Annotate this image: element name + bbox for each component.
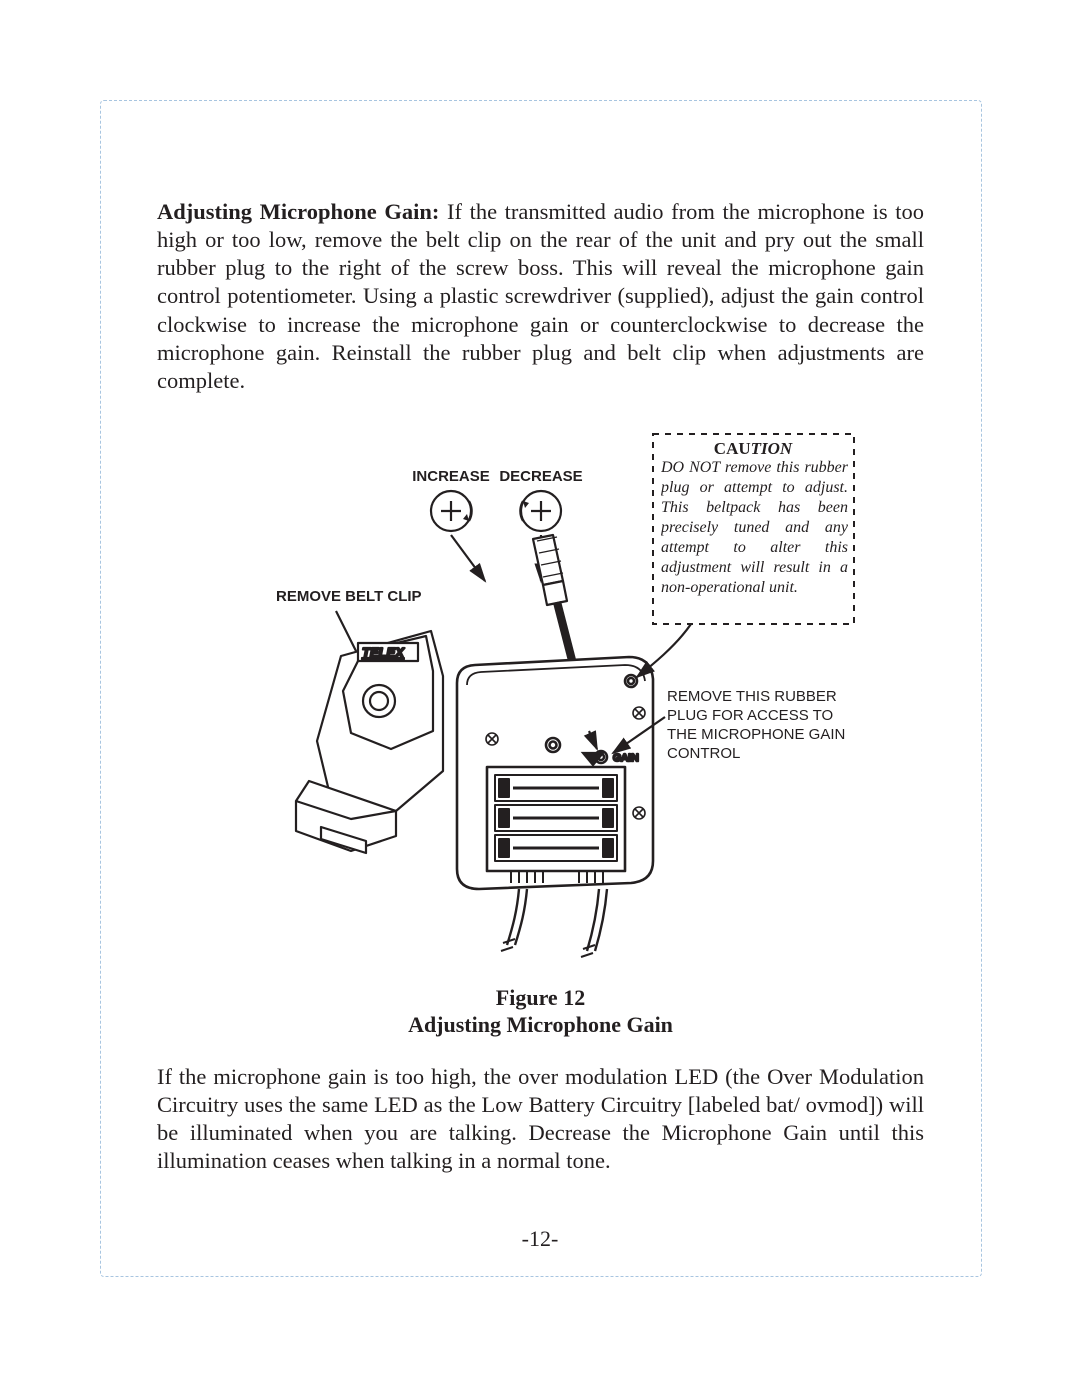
label-increase: INCREASE xyxy=(412,468,490,485)
label-remove-plug: REMOVE THIS RUBBER PLUG FOR ACCESS TO TH… xyxy=(667,688,845,762)
figure-wrap: INCREASE DECREASE xyxy=(157,421,924,1039)
caption-line2: Adjusting Microphone Gain xyxy=(408,1012,673,1037)
document-page: Adjusting Microphone Gain: If the transm… xyxy=(0,0,1080,1397)
caption-line1: Figure 12 xyxy=(496,985,585,1010)
cables xyxy=(501,889,607,957)
label-gain: GAIN xyxy=(613,752,639,764)
remove-plug-l3: THE MICROPHONE GAIN xyxy=(667,726,845,743)
increase-icon xyxy=(431,491,485,581)
unit-body: GAIN xyxy=(457,657,653,889)
paragraph-adjusting-gain: Adjusting Microphone Gain: If the transm… xyxy=(157,198,924,395)
page-content: Adjusting Microphone Gain: If the transm… xyxy=(157,198,924,1175)
label-decrease: DECREASE xyxy=(499,468,582,485)
caution-title-italic: TION xyxy=(750,439,792,458)
caution-box: CAUTION DO NOT remove this rubber plug o… xyxy=(653,434,854,624)
svg-text:CAUTION: CAUTION xyxy=(713,439,792,458)
paragraph-body: If the transmitted audio from the microp… xyxy=(157,199,924,393)
belt-clip: TELEX xyxy=(296,631,443,853)
remove-plug-l1: REMOVE THIS RUBBER xyxy=(667,688,837,705)
remove-plug-l2: PLUG FOR ACCESS TO xyxy=(667,707,833,724)
label-telex: TELEX xyxy=(362,645,405,660)
remove-plug-l4: CONTROL xyxy=(667,745,740,762)
caution-body: DO NOT remove this rubber plug or attemp… xyxy=(661,458,848,598)
figure-12-diagram: INCREASE DECREASE xyxy=(221,421,861,976)
label-remove-belt-clip: REMOVE BELT CLIP xyxy=(276,588,422,605)
paragraph-overmod: If the microphone gain is too high, the … xyxy=(157,1063,924,1176)
page-number: -12- xyxy=(0,1226,1080,1252)
figure-caption: Figure 12 Adjusting Microphone Gain xyxy=(157,984,924,1039)
paragraph-lead: Adjusting Microphone Gain: xyxy=(157,199,447,224)
caution-title-normal: CAU xyxy=(713,439,750,458)
